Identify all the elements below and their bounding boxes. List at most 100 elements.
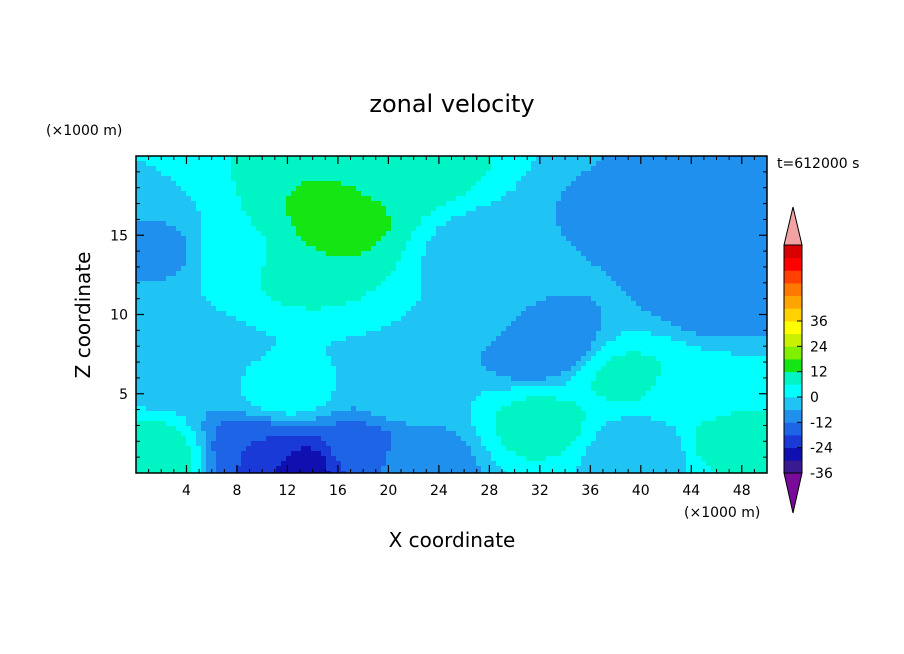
field-cell xyxy=(601,236,607,242)
field-cell xyxy=(266,326,272,332)
field-cell xyxy=(211,311,217,317)
field-cell xyxy=(571,171,577,177)
field-cell xyxy=(466,231,472,237)
field-cell xyxy=(141,351,147,357)
field-cell xyxy=(666,181,672,187)
field-cell xyxy=(721,166,727,172)
field-cell xyxy=(646,166,652,172)
field-cell xyxy=(301,236,307,242)
field-cell xyxy=(746,341,752,347)
field-cell xyxy=(646,251,652,257)
field-cell xyxy=(466,186,472,192)
field-cell xyxy=(416,236,422,242)
field-cell xyxy=(596,161,602,167)
field-cell xyxy=(546,336,552,342)
field-cell xyxy=(451,216,457,222)
field-cell xyxy=(626,276,632,282)
field-cell xyxy=(186,251,192,257)
field-cell xyxy=(561,341,567,347)
field-cell xyxy=(561,186,567,192)
field-cell xyxy=(431,201,437,207)
field-cell xyxy=(186,281,192,287)
field-cell xyxy=(501,156,507,162)
field-cell xyxy=(661,246,667,252)
field-cell xyxy=(226,246,232,252)
field-cell xyxy=(751,166,757,172)
field-cell xyxy=(311,181,317,187)
field-cell xyxy=(551,171,557,177)
field-cell xyxy=(151,196,157,202)
field-cell xyxy=(381,341,387,347)
field-cell xyxy=(756,276,762,282)
field-cell xyxy=(141,191,147,197)
field-cell xyxy=(146,216,152,222)
field-cell xyxy=(366,156,372,162)
field-cell xyxy=(651,341,657,347)
field-cell xyxy=(521,311,527,317)
field-cell xyxy=(726,171,732,177)
field-cell xyxy=(351,331,357,337)
field-cell xyxy=(301,311,307,317)
field-cell xyxy=(471,296,477,302)
field-cell xyxy=(176,326,182,332)
field-cell xyxy=(216,161,222,167)
field-cell xyxy=(456,176,462,182)
field-cell xyxy=(591,301,597,307)
field-cell xyxy=(236,181,242,187)
field-cell xyxy=(361,201,367,207)
field-cell xyxy=(491,306,497,312)
field-cell xyxy=(286,341,292,347)
field-cell xyxy=(486,321,492,327)
field-cell xyxy=(671,156,677,162)
field-cell xyxy=(506,316,512,322)
field-cell xyxy=(721,291,727,297)
field-cell xyxy=(421,271,427,277)
field-cell xyxy=(576,181,582,187)
field-cell xyxy=(186,196,192,202)
field-cell xyxy=(311,261,317,267)
field-cell xyxy=(456,301,462,307)
field-cell xyxy=(606,306,612,312)
field-cell xyxy=(591,226,597,232)
field-cell xyxy=(541,156,547,162)
field-cell xyxy=(266,196,272,202)
field-cell xyxy=(171,256,177,262)
field-cell xyxy=(731,346,737,352)
field-cell xyxy=(376,256,382,262)
field-cell xyxy=(501,276,507,282)
field-cell xyxy=(491,271,497,277)
field-cell xyxy=(186,331,192,337)
field-cell xyxy=(311,266,317,272)
field-cell xyxy=(331,241,337,247)
field-cell xyxy=(381,331,387,337)
field-cell xyxy=(546,266,552,272)
field-cell xyxy=(311,161,317,167)
field-cell xyxy=(706,311,712,317)
field-cell xyxy=(461,256,467,262)
field-cell xyxy=(351,246,357,252)
field-cell xyxy=(591,186,597,192)
field-cell xyxy=(306,281,312,287)
field-cell xyxy=(271,176,277,182)
field-cell xyxy=(251,276,257,282)
field-cell xyxy=(651,176,657,182)
field-cell xyxy=(626,246,632,252)
field-cell xyxy=(331,166,337,172)
field-cell xyxy=(211,261,217,267)
field-cell xyxy=(421,286,427,292)
field-cell xyxy=(176,316,182,322)
field-cell xyxy=(496,156,502,162)
field-cell xyxy=(541,171,547,177)
field-cell xyxy=(631,221,637,227)
field-cell xyxy=(626,321,632,327)
field-cell xyxy=(191,236,197,242)
field-cell xyxy=(571,186,577,192)
field-cell xyxy=(316,221,322,227)
field-cell xyxy=(711,171,717,177)
field-cell xyxy=(646,326,652,332)
field-cell xyxy=(676,341,682,347)
field-cell xyxy=(541,211,547,217)
field-cell xyxy=(666,281,672,287)
field-cell xyxy=(346,231,352,237)
field-cell xyxy=(476,201,482,207)
